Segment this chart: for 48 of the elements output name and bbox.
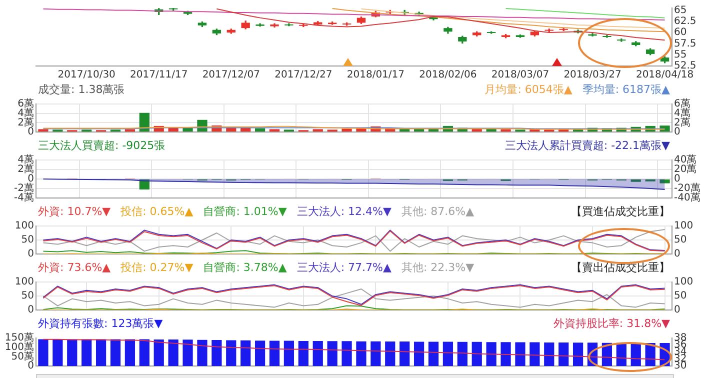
text: 三大法人買賣超: -9025張 — [38, 139, 166, 152]
text: 成交量: 1.38萬張 — [38, 83, 125, 96]
x-tick-label: 2018/03/27 — [564, 70, 622, 81]
y-tick-label: 4萬 — [18, 106, 34, 119]
y2-tick-label: 20萬 — [674, 163, 697, 176]
series-label: 三大法人: 77.7%▲ — [296, 261, 392, 274]
y-tick-label: 55 — [674, 49, 687, 60]
x-tick-label: 2018/04/18 — [636, 70, 694, 81]
series-label: 三大法人: 12.4%▼ — [296, 205, 392, 218]
y-tick-label: 100 — [14, 220, 34, 232]
x-tick-label: 2017/10/30 — [58, 70, 116, 81]
text: 月均量: 6054張▲ — [484, 83, 572, 96]
text: 投信: 0.65%▲ — [120, 205, 194, 218]
text: 其他: 22.3%▼ — [401, 261, 474, 274]
text: 自營商: 3.78%▲ — [203, 261, 287, 274]
text: 投信: 0.27%▼ — [120, 261, 194, 274]
y-tick-label: -4萬 — [14, 192, 34, 204]
y-tick-label: 0 — [28, 304, 34, 316]
y-tick-label: 50 — [21, 234, 34, 246]
y-tick-label: 2萬 — [18, 116, 34, 128]
x-tick-label: 2018/03/07 — [491, 70, 550, 81]
y-tick-label: 0 — [28, 360, 34, 372]
y-tick-label: 62.5 — [674, 16, 696, 27]
y-tick-label: 50 — [21, 290, 34, 302]
y-tick-label: 57.5 — [674, 38, 696, 50]
x-tick-label: 2017/12/07 — [202, 70, 260, 81]
x-tick-label: 2017/12/27 — [274, 70, 332, 81]
text: 三大法人累計買賣超: -22.1萬張▼ — [504, 139, 670, 152]
y-tick-label: 0 — [28, 248, 34, 260]
y-tick-label: 100萬 — [4, 340, 34, 353]
y-tick-label: 100 — [14, 276, 34, 288]
text: 自營商: 1.01%▼ — [203, 205, 287, 218]
y-tick-label: 0 — [28, 126, 34, 138]
y2-tick-label: -40萬 — [674, 192, 700, 204]
series-label: 外資持有張數: 123萬張▼ — [38, 317, 163, 330]
y-tick-label: 50萬 — [11, 350, 34, 362]
y-tick-label: 2萬 — [18, 163, 34, 176]
series-label: 外資: 10.7%▼ — [38, 205, 111, 218]
text: 【買進佔成交比重】 — [571, 205, 670, 218]
series-label: 其他: 87.6%▲ — [401, 205, 474, 218]
x-tick-label: 2018/02/06 — [419, 70, 477, 81]
text: 季均量: 6187張▲ — [582, 83, 670, 96]
y-tick-label: 65 — [674, 4, 687, 16]
x-tick-label: 2017/11/17 — [130, 70, 188, 81]
text: 外資持股比率: 31.8%▼ — [553, 317, 670, 330]
series-label: 外資: 73.6%▲ — [38, 261, 111, 274]
y-tick-label: 60 — [674, 27, 687, 38]
x-tick-label: 2018/01/17 — [346, 70, 404, 81]
